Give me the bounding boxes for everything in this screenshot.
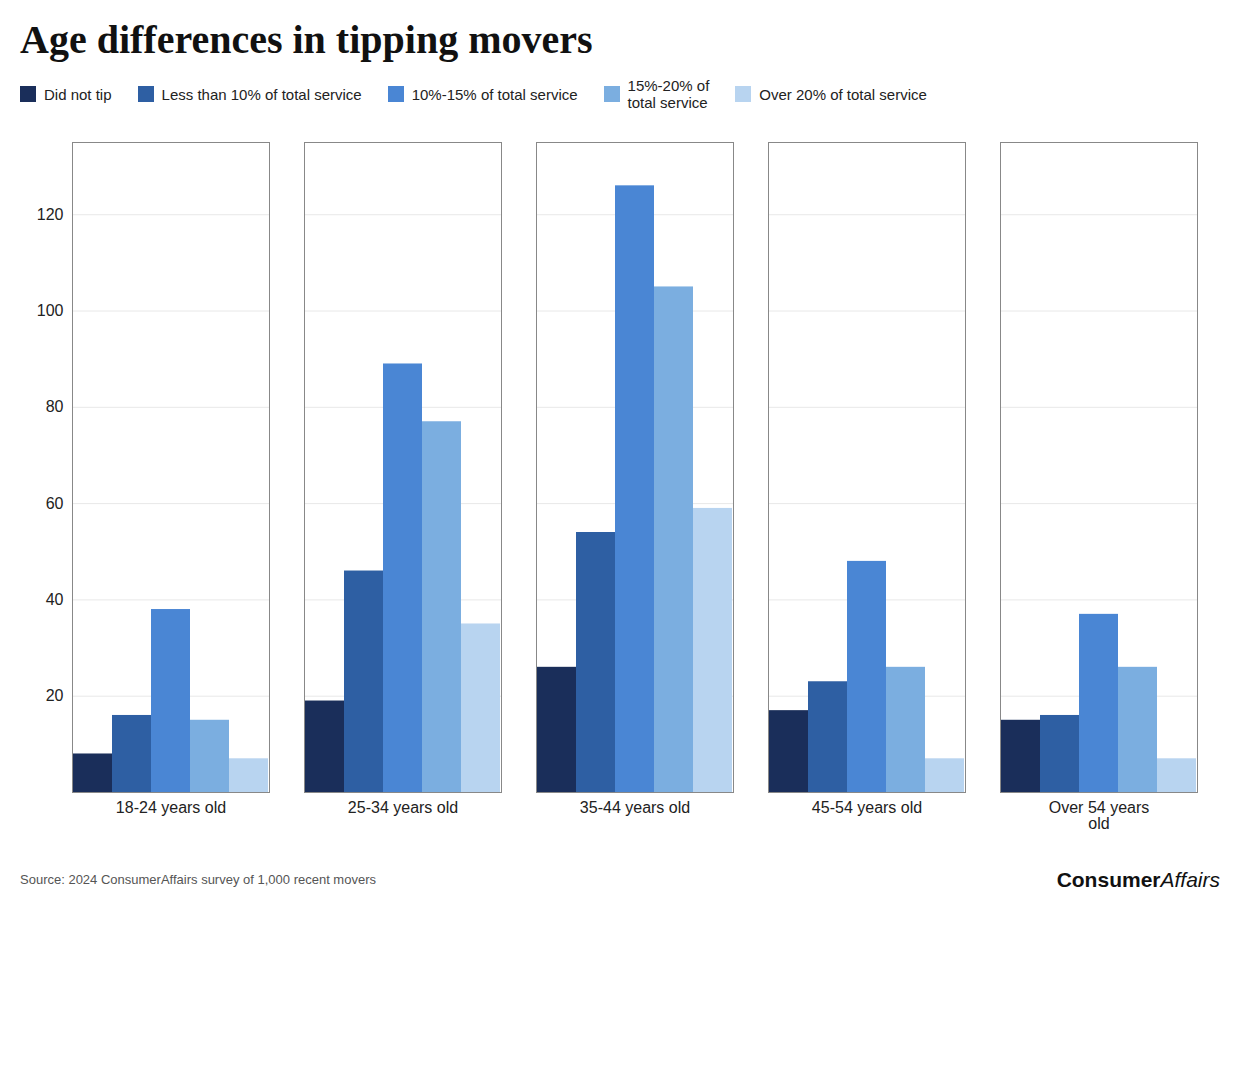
html-text:Less than 10% of total service: Less than 10% of total service — [161, 85, 362, 103]
svg-text:80: 80 — [46, 398, 64, 415]
html-text:Age differences in tipping mov: Age differences in tipping movers — [20, 17, 593, 62]
html-text:15%-20% of total service: 15%-20% of total service — [627, 77, 710, 112]
svg-text:35-44 years old: 35-44 years old — [580, 798, 690, 815]
svg-text:100: 100 — [37, 302, 64, 319]
svg-text:120: 120 — [37, 205, 64, 222]
html-text:Did not tip: Did not tip — [44, 85, 112, 103]
svg-text:60: 60 — [46, 494, 64, 511]
html-text:Over 20% of total service: Over 20% of total service — [759, 85, 927, 103]
html-text:10%-15% of total service: 10%-15% of total service — [411, 85, 578, 103]
svg-text:40: 40 — [46, 591, 64, 608]
svg-text:Over 54 yearsold: Over 54 yearsold — [1049, 798, 1149, 831]
svg-text:25-34 years old: 25-34 years old — [348, 798, 458, 815]
svg-text:18-24 years old: 18-24 years old — [116, 798, 226, 815]
html-text:Consumer Affairs: Consumer Affairs — [1056, 867, 1220, 891]
html-text:Source: 2024 ConsumerAffairs s: Source: 2024 ConsumerAffairs survey of 1… — [20, 872, 376, 887]
svg-text:20: 20 — [46, 687, 64, 704]
svg-text:45-54 years old: 45-54 years old — [812, 798, 922, 815]
